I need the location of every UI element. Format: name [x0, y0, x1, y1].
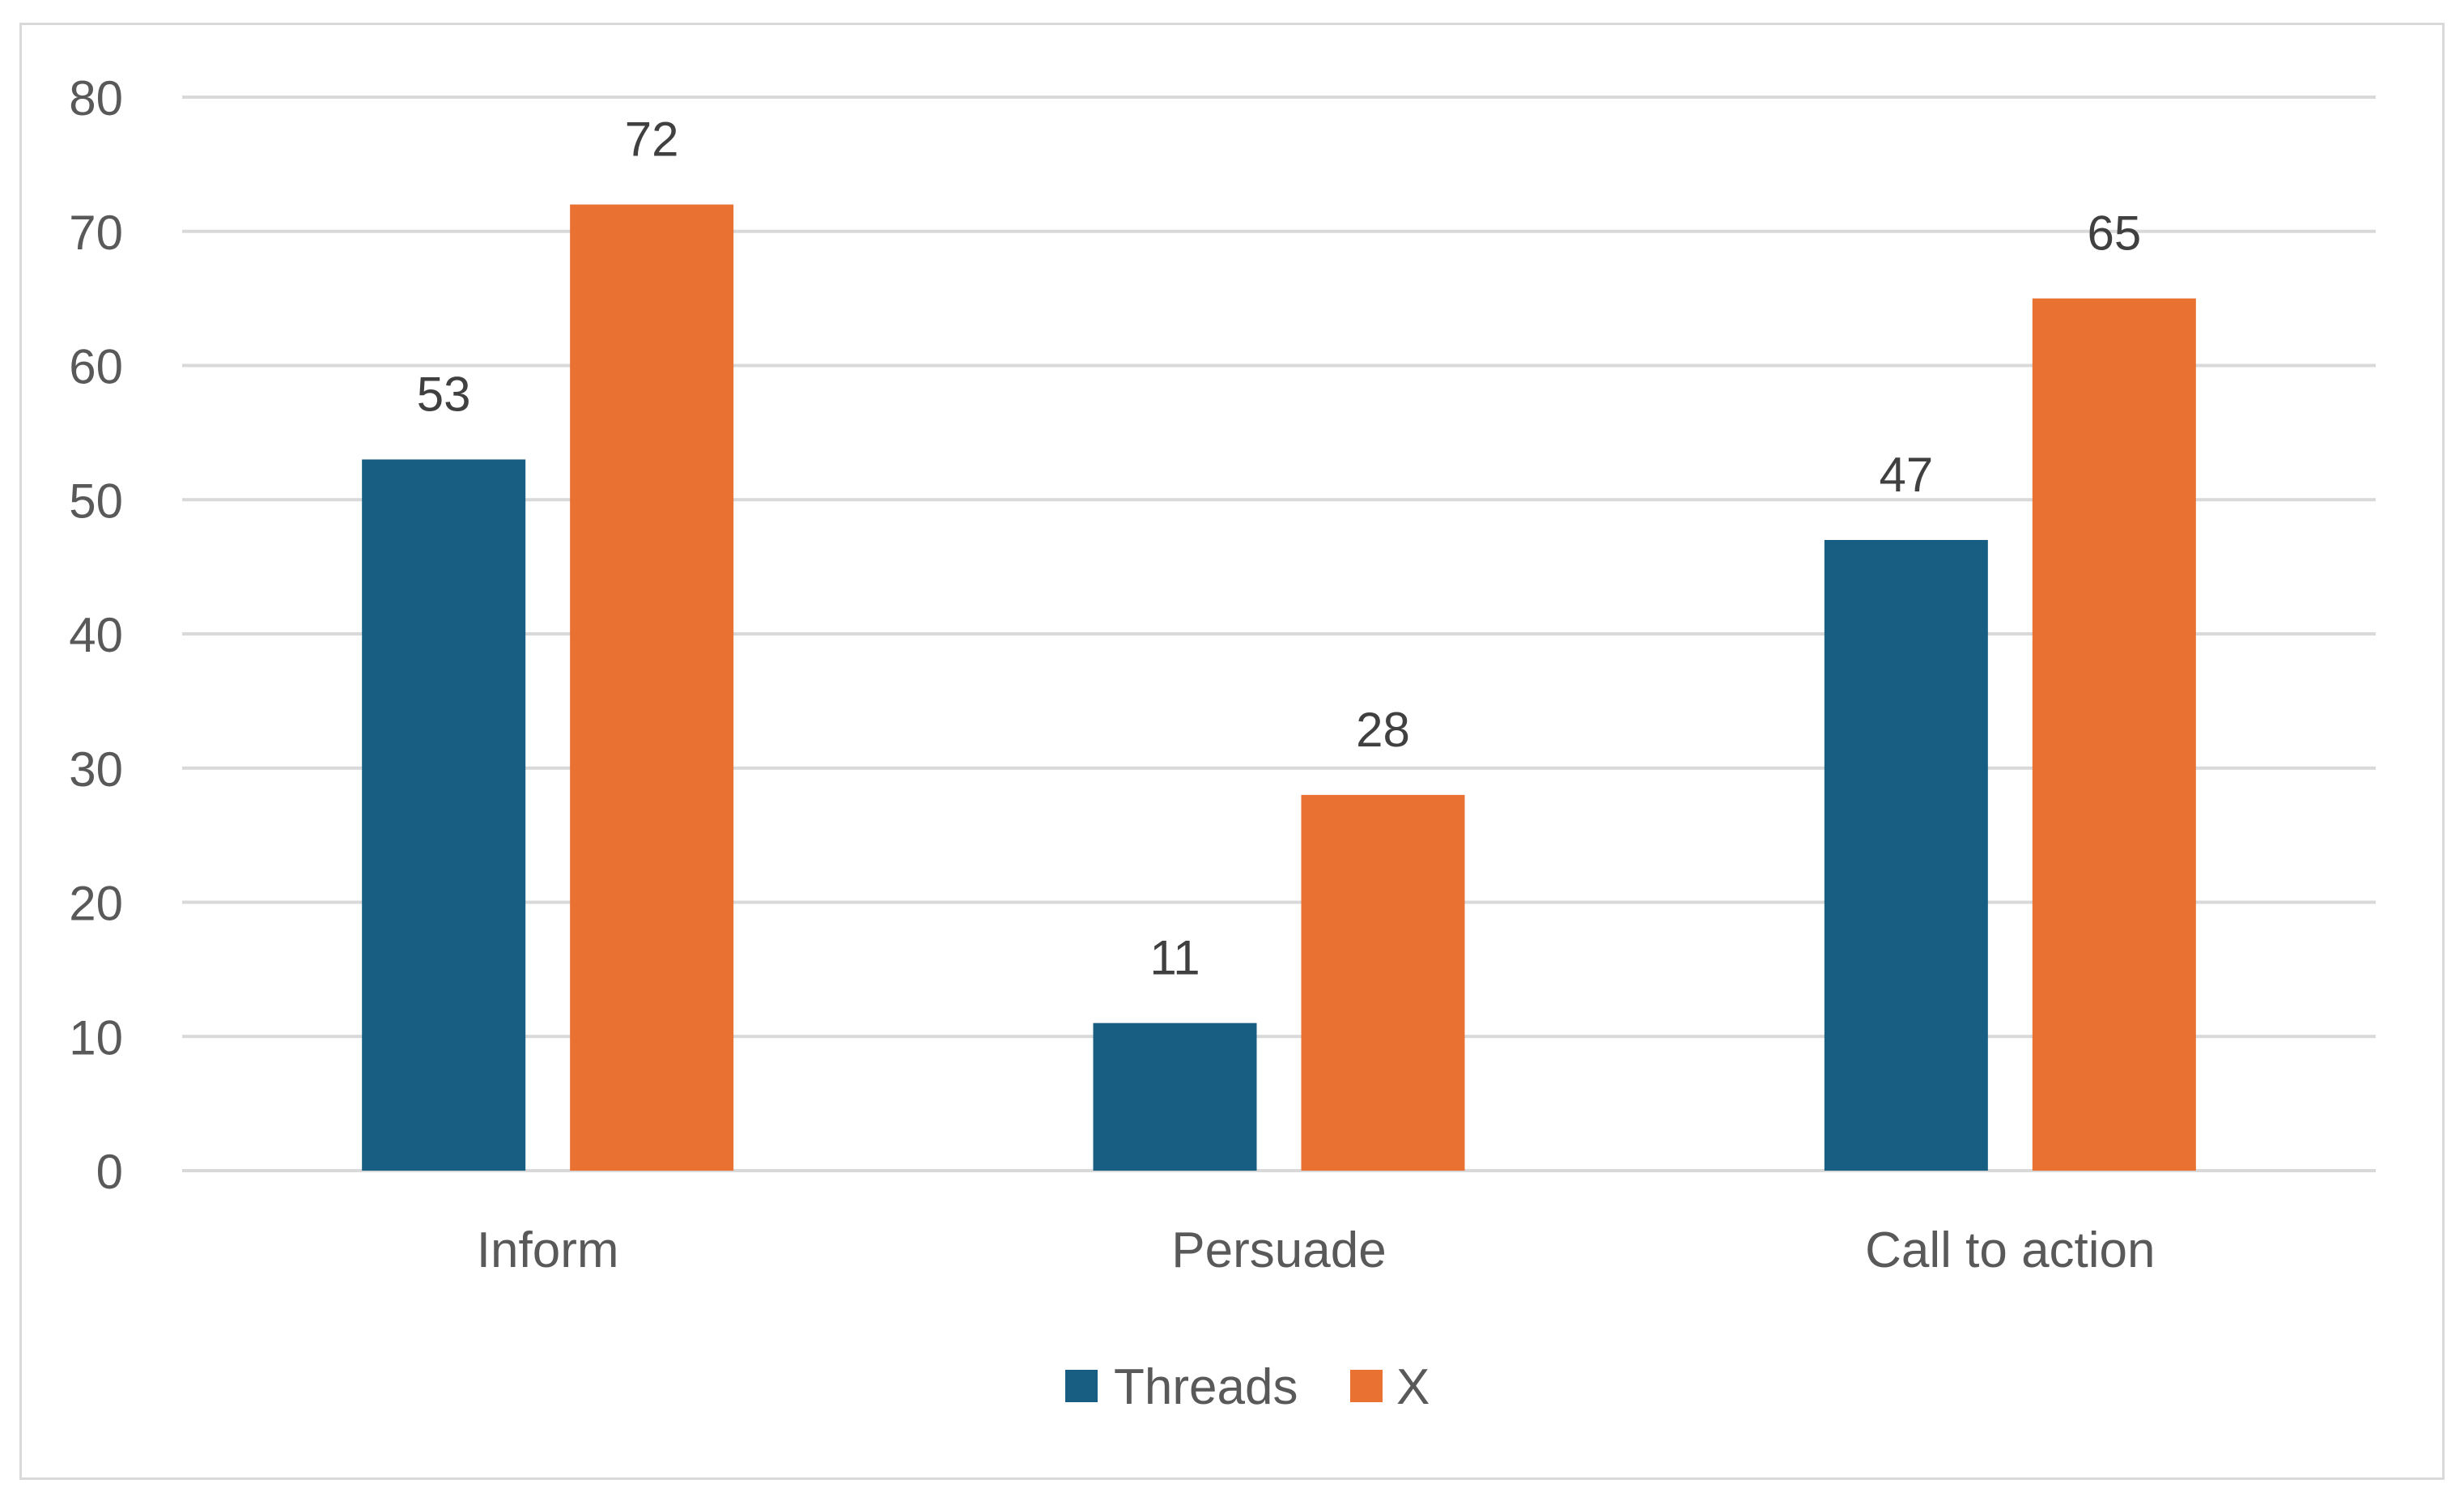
legend-label: X — [1396, 1359, 1430, 1415]
x-tick-label: Inform — [477, 1222, 619, 1278]
bar-threads-persuade[interactable] — [1093, 1022, 1257, 1171]
bar-threads-call-to-action[interactable] — [1824, 539, 1988, 1171]
bar-x-inform[interactable] — [570, 204, 734, 1171]
legend-label: Threads — [1114, 1359, 1298, 1415]
data-label: 47 — [1879, 448, 1933, 502]
bar-threads-inform[interactable] — [362, 459, 526, 1171]
y-tick-label: 60 — [69, 340, 123, 394]
bars — [362, 204, 2196, 1171]
y-tick-label: 50 — [69, 474, 123, 528]
y-tick-label: 20 — [69, 877, 123, 931]
legend-item-threads[interactable]: Threads — [1065, 1359, 1298, 1415]
legend-swatch — [1350, 1370, 1383, 1402]
legend-swatch — [1065, 1370, 1098, 1402]
y-tick-label: 0 — [96, 1145, 123, 1199]
x-axis-category-labels: Inform Persuade Call to action — [477, 1222, 2156, 1278]
x-tick-label: Call to action — [1865, 1222, 2155, 1278]
data-label: 65 — [2087, 206, 2141, 261]
y-axis-tick-labels: 0 10 20 30 40 50 60 70 80 — [69, 71, 123, 1199]
bar-x-call-to-action[interactable] — [2032, 298, 2196, 1171]
x-tick-label: Persuade — [1171, 1222, 1386, 1278]
y-tick-label: 30 — [69, 742, 123, 797]
legend[interactable]: Threads X — [1065, 1359, 1430, 1415]
gridlines — [182, 96, 2376, 1172]
y-tick-label: 80 — [69, 71, 123, 125]
data-labels: 53 72 11 28 47 65 — [417, 113, 2141, 985]
y-tick-label: 40 — [69, 608, 123, 662]
legend-item-x[interactable]: X — [1350, 1359, 1430, 1415]
data-label: 28 — [1356, 703, 1410, 757]
y-tick-label: 10 — [69, 1010, 123, 1065]
bar-x-persuade[interactable] — [1301, 794, 1465, 1171]
data-label: 11 — [1149, 931, 1200, 985]
data-label: 72 — [625, 113, 679, 167]
data-label: 53 — [417, 368, 471, 422]
y-tick-label: 70 — [69, 206, 123, 260]
